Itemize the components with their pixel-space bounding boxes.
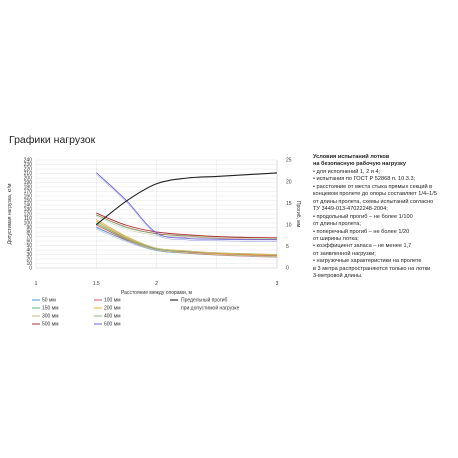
y-right-tick-label: 15: [286, 201, 292, 207]
conditions-item: • продольный прогиб – не более 1/100: [313, 213, 413, 220]
page-title: Графики нагрузок: [9, 134, 96, 146]
y-left-tick-label: 220: [24, 167, 33, 173]
y-left-tick-label: 240: [24, 158, 33, 164]
conditions-item: 3-метровой длины.: [313, 273, 363, 280]
series-line-shadow-500-мм: [96, 214, 278, 240]
y-left-tick-label: 20: [26, 257, 32, 263]
legend-label-deflection-line1: Предельный прогиб: [181, 297, 228, 304]
y-left-tick-label: 170: [24, 189, 33, 195]
series-line-500-мм: [96, 212, 278, 239]
conditions-item: концевом пролете до опоры составляет 1/4…: [313, 191, 437, 198]
series-line-shadow-100-мм: [96, 226, 278, 258]
y-left-axis-title: Допустимая нагрузка, кг/м: [7, 183, 13, 244]
legend-label-deflection-line2: при допустимой нагрузке: [181, 305, 240, 312]
x-tick-label: 1.5: [93, 281, 100, 287]
chart-legend: 50 мм 100 мм 150 мм 200 мм 300 мм 400 мм 500 м…: [32, 297, 240, 328]
conditions-item: • испытания по ГОСТ Р 52868 п. 10.3.3;: [313, 176, 416, 183]
chart-series: [95, 172, 278, 258]
y-right-tick-label: 0: [286, 266, 289, 272]
x-axis-title: Расстояние между опорами, м: [121, 290, 193, 296]
y-left-tick-label: 160: [24, 194, 33, 200]
y-left-tick-label: 230: [24, 162, 33, 168]
y-left-tick-label: 150: [24, 198, 33, 204]
conditions-item: • поперечный прогиб – не более 1/20: [313, 228, 410, 235]
conditions-item: в 3 метра распространяются только на лот…: [313, 265, 431, 272]
y-left-tick-label: 180: [24, 185, 33, 191]
conditions-title-line2: на безопасную рабочую нагрузку: [313, 161, 406, 168]
y-left-tick-label: 100: [24, 221, 33, 227]
y-left-tick-label: 50: [26, 243, 32, 249]
y-left-tick-label: 130: [24, 207, 33, 213]
legend-label: 400 мм: [104, 314, 121, 320]
series-line-shadow-600-мм: [96, 174, 278, 242]
legend-label: 300 мм: [42, 314, 59, 320]
legend-label: 500 мм: [42, 322, 59, 328]
chart-axes: 0102030405060708090100110120130140150160…: [7, 158, 301, 296]
conditions-list: • для исполнений 1, 2 и 4; • испытания по…: [313, 169, 453, 281]
x-tick-label: 2: [155, 281, 158, 287]
chart-grid: [35, 159, 278, 269]
y-left-tick-label: 190: [24, 180, 33, 186]
y-left-tick-label: 40: [26, 248, 32, 254]
conditions-item: • для исполнений 1, 2 и 4;: [313, 168, 381, 175]
conditions-item: от заявленной нагрузки;: [313, 250, 376, 257]
series-line-shadow-300-мм: [96, 220, 278, 257]
conditions-item: • нагрузочные характеристики на пролете: [313, 258, 422, 265]
x-tick-label: 3: [276, 281, 279, 287]
conditions-title-line1: Условия испытаний лотков: [313, 154, 390, 160]
y-left-tick-label: 110: [24, 216, 32, 222]
conditions-item: от ширины лотка;: [313, 235, 359, 242]
conditions-item: • коэффициент запаса – не менее 1,7: [313, 243, 412, 250]
y-right-axis-title: Прогиб, мм: [295, 201, 301, 228]
x-tick-label: 1: [35, 281, 38, 287]
y-right-tick-label: 5: [286, 244, 289, 250]
y-left-tick-label: 200: [24, 176, 33, 182]
legend-label: 100 мм: [104, 298, 121, 304]
conditions-item: от длины пролета, схемы испытаний соглас…: [313, 198, 434, 205]
legend-label: 50 мм: [42, 298, 56, 304]
y-left-tick-label: 10: [26, 261, 32, 267]
y-left-tick-label: 210: [24, 171, 33, 177]
y-left-tick-label: 120: [24, 212, 33, 218]
y-left-tick-label: 80: [26, 230, 32, 236]
test-conditions: Условия испытаний лотков на безопасную р…: [313, 154, 453, 281]
conditions-item: • расстояние от места стыка прямых секци…: [313, 183, 433, 190]
conditions-item: от длины пролета;: [313, 221, 361, 228]
series-line-300-мм: [96, 219, 278, 255]
y-left-tick-label: 30: [26, 252, 32, 258]
legend-label: 600 мм: [104, 322, 121, 328]
y-right-tick-label: 25: [286, 158, 292, 164]
y-right-tick-label: 10: [286, 223, 292, 229]
legend-label: 150 мм: [42, 306, 59, 312]
y-left-tick-label: 90: [26, 225, 32, 231]
y-left-tick-label: 0: [29, 266, 32, 272]
conditions-item: ТУ 3449-013-47022248-2004;: [313, 206, 388, 213]
y-right-tick-label: 20: [286, 179, 292, 185]
y-left-tick-label: 70: [26, 234, 32, 240]
y-left-tick-label: 140: [24, 203, 33, 209]
legend-label: 200 мм: [104, 306, 121, 312]
y-left-tick-label: 60: [26, 239, 32, 245]
series-line-deflection: [95, 172, 278, 226]
